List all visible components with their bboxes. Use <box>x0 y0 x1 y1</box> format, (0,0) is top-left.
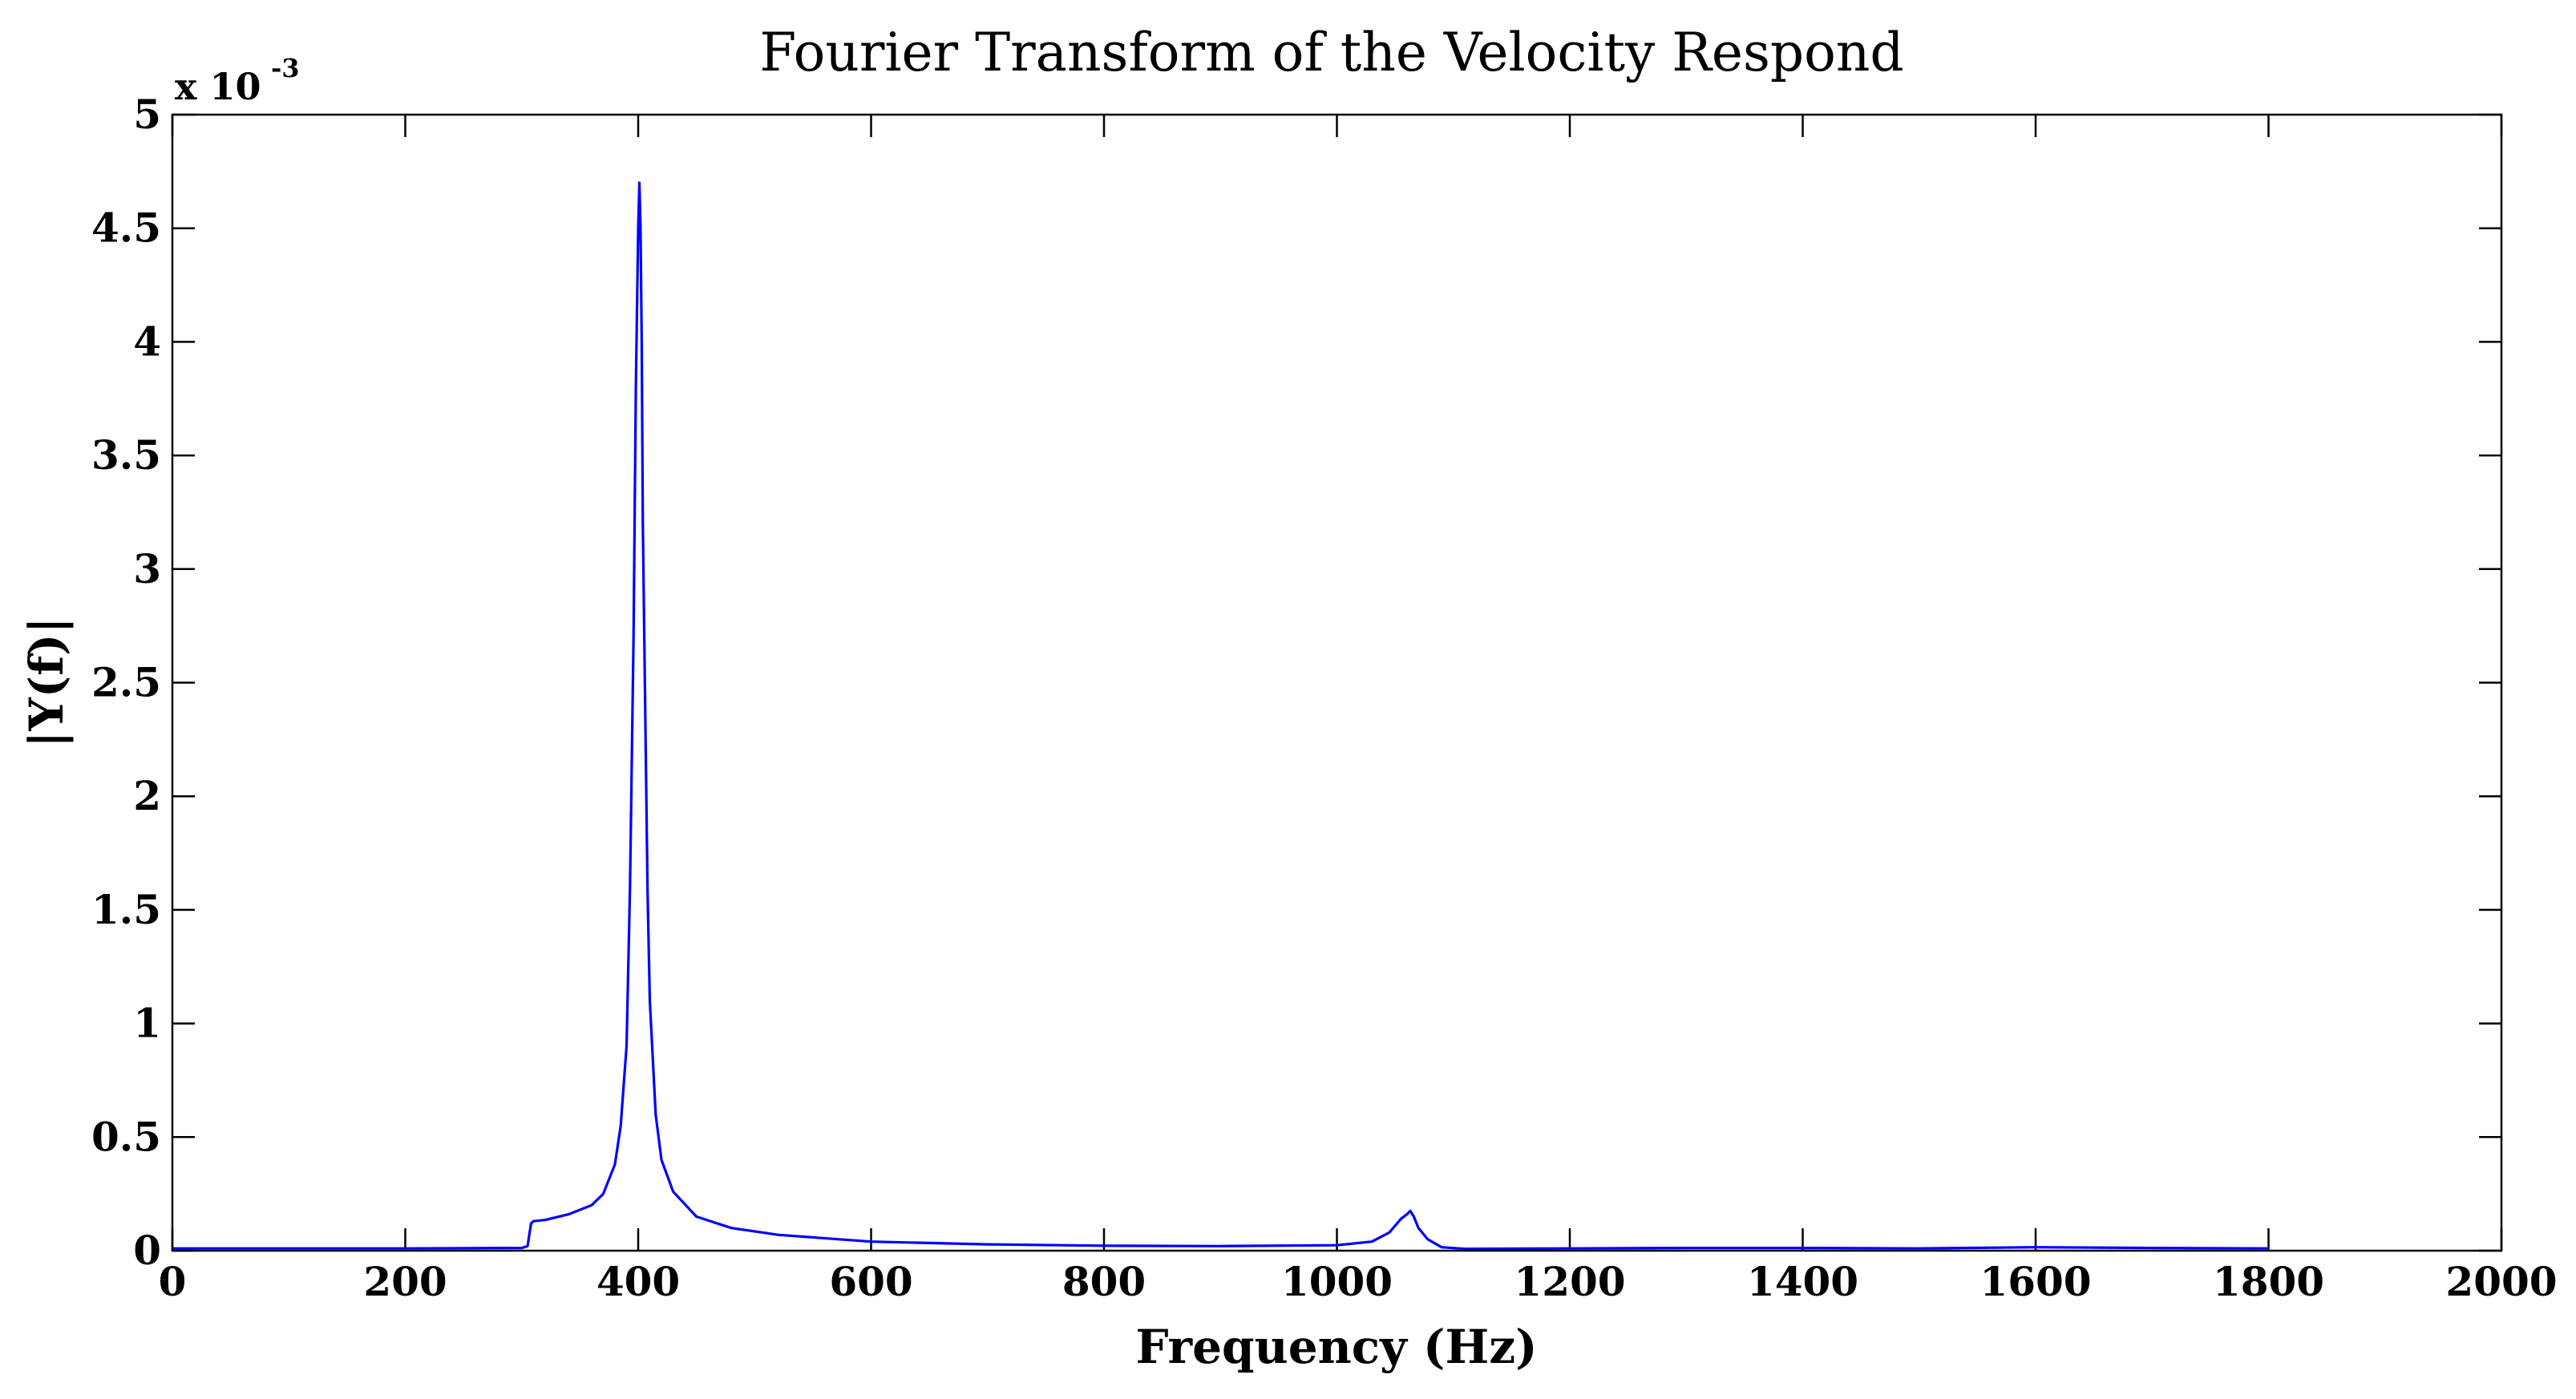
series-layer <box>172 181 2269 1251</box>
x-tick-label: 1400 <box>1747 1258 1858 1305</box>
y-tick-label: 2.5 <box>91 659 161 706</box>
y-multiplier-base: x 10 <box>175 65 261 108</box>
y-tick-label: 0.5 <box>91 1113 161 1160</box>
y-axis-label: |Y(f)| <box>19 617 74 747</box>
x-tick-label: 400 <box>596 1258 680 1305</box>
x-tick-label: 1800 <box>2213 1258 2324 1305</box>
y-tick-label: 1 <box>133 1000 161 1047</box>
x-tick-label: 1600 <box>1980 1258 2091 1305</box>
tick-layer: 0 200 400 600 800 1000 1200 1400 1600 1800 2000 0 0.… <box>91 91 2558 1305</box>
x-tick-label: 800 <box>1062 1258 1146 1305</box>
series-line <box>172 181 2269 1251</box>
y-tick-label: 3.5 <box>91 431 161 479</box>
x-axis-label: Frequency (Hz) <box>1135 1320 1537 1374</box>
x-tick-label: 1200 <box>1514 1258 1625 1305</box>
y-tick-label: 2 <box>133 772 161 819</box>
y-tick-label: 3 <box>133 545 161 592</box>
y-multiplier-exponent: -3 <box>271 53 300 83</box>
x-tick-label: 1000 <box>1281 1258 1393 1305</box>
x-tick-label: 0 <box>159 1258 187 1305</box>
y-tick-label: 0 <box>133 1227 161 1274</box>
x-tick-label: 2000 <box>2445 1258 2557 1305</box>
chart-title: Fourier Transform of the Velocity Respon… <box>759 22 1903 83</box>
x-tick-label: 600 <box>829 1258 912 1305</box>
y-multiplier: x 10 -3 <box>175 53 300 108</box>
y-tick-label: 1.5 <box>91 886 161 933</box>
y-tick-label: 4 <box>133 317 161 365</box>
x-tick-label: 200 <box>363 1258 447 1305</box>
y-tick-label: 4.5 <box>91 204 161 252</box>
plot-frame <box>171 113 2503 1252</box>
y-tick-label: 5 <box>133 91 161 138</box>
